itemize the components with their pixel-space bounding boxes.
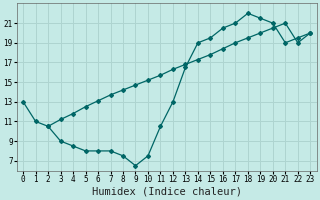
X-axis label: Humidex (Indice chaleur): Humidex (Indice chaleur) (92, 187, 242, 197)
